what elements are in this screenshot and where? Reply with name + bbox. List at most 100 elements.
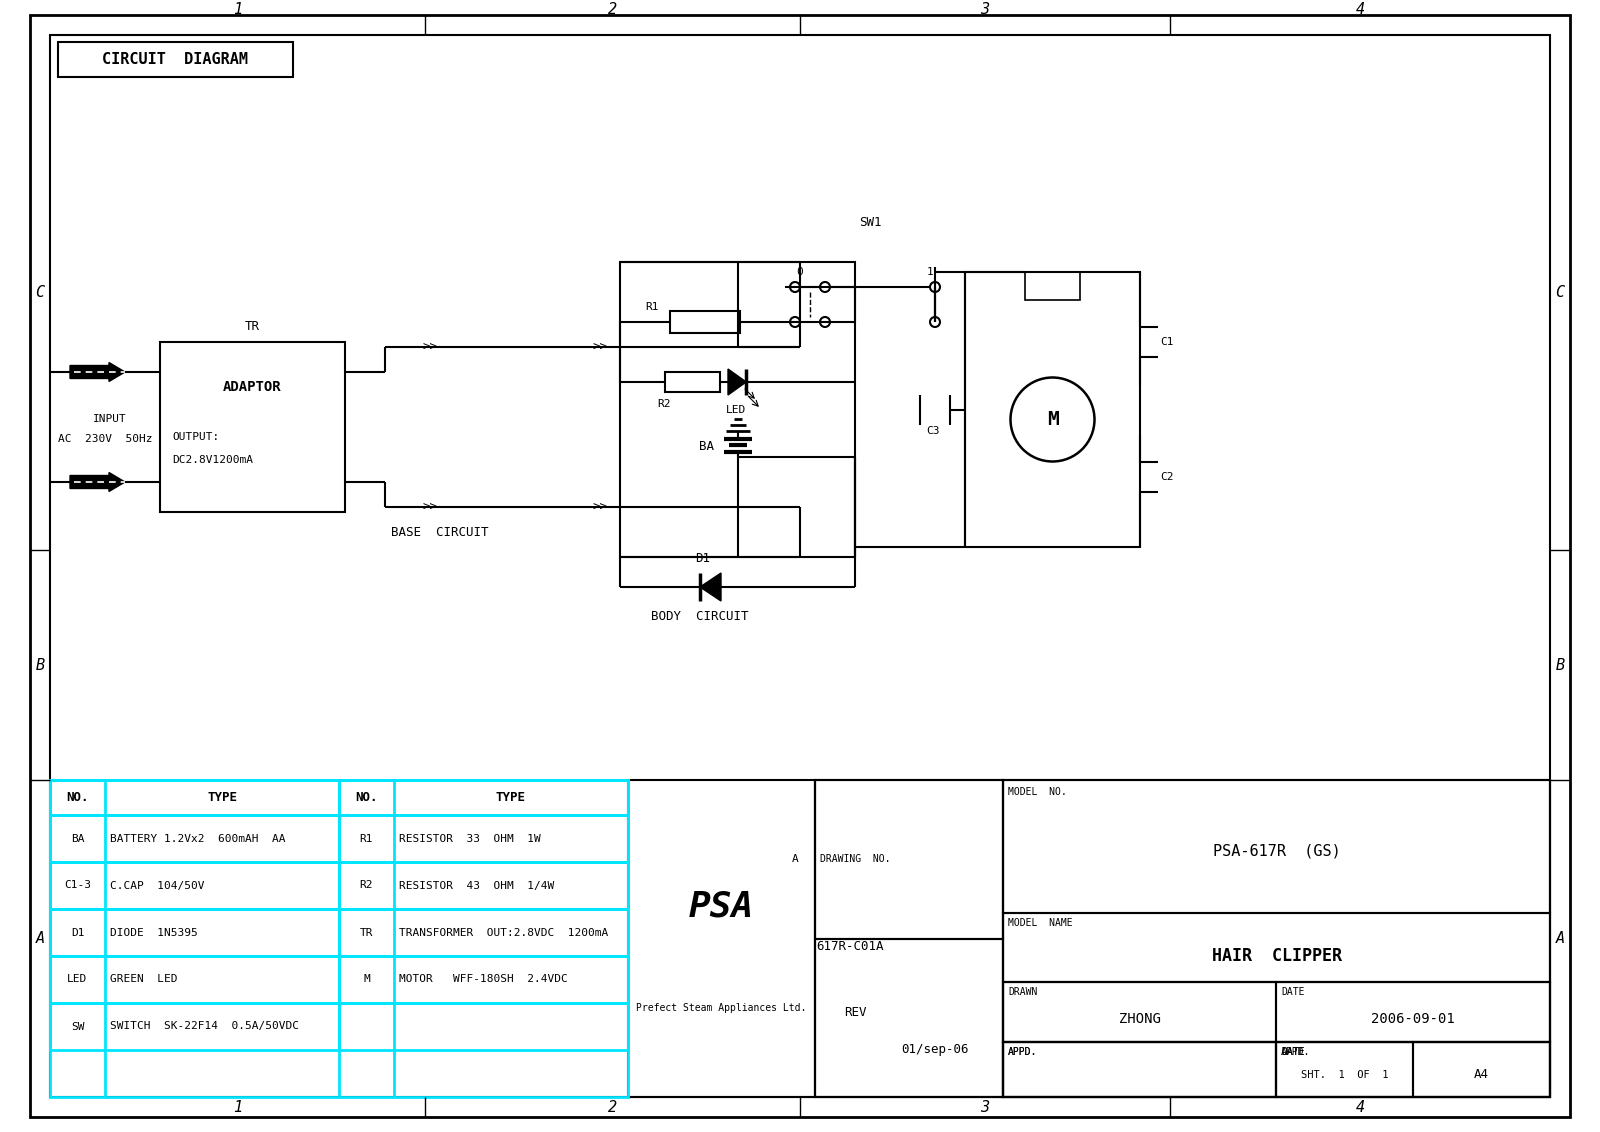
Text: B: B [1555, 658, 1565, 672]
Text: R1: R1 [360, 833, 373, 843]
Bar [160, 342, 346, 512]
Text: NO.: NO. [66, 791, 88, 804]
Polygon shape [728, 369, 746, 395]
Text: D1: D1 [70, 927, 85, 937]
Text: ADAPTOR: ADAPTOR [222, 380, 282, 394]
Text: R1: R1 [645, 302, 659, 312]
Text: M: M [1046, 410, 1058, 429]
Bar [50, 909, 339, 957]
Text: C: C [1555, 285, 1565, 300]
Text: INPUT: INPUT [93, 414, 126, 424]
Text: APPD.: APPD. [1282, 1047, 1310, 1057]
Text: LED: LED [67, 975, 88, 985]
Text: M: M [363, 975, 370, 985]
Text: A: A [792, 855, 798, 864]
Text: 1: 1 [234, 2, 242, 17]
Bar [814, 780, 1003, 1097]
Text: GREEN  LED: GREEN LED [110, 975, 178, 985]
FancyArrow shape [70, 472, 125, 491]
Bar [339, 957, 627, 1003]
Bar [1003, 981, 1550, 1041]
Bar [50, 957, 339, 1003]
Text: SW: SW [70, 1021, 85, 1031]
Text: REV: REV [843, 1006, 866, 1019]
Text: LED: LED [726, 405, 746, 415]
Text: RESISTOR  43  OHM  1/4W: RESISTOR 43 OHM 1/4W [398, 881, 554, 891]
Text: 4: 4 [1355, 2, 1365, 17]
Text: BA: BA [699, 440, 715, 454]
Text: C: C [35, 285, 45, 300]
Bar [1003, 1041, 1277, 1097]
Bar [50, 780, 339, 815]
Text: SHT.  1  OF  1: SHT. 1 OF 1 [1301, 1070, 1389, 1080]
Text: MOTOR   WFF-180SH  2.4VDC: MOTOR WFF-180SH 2.4VDC [398, 975, 568, 985]
Text: A: A [1555, 931, 1565, 946]
Text: DATE: DATE [1282, 987, 1304, 997]
Bar [50, 815, 339, 861]
Text: C1: C1 [1160, 337, 1173, 348]
Text: 1: 1 [926, 267, 933, 277]
Bar [1277, 981, 1550, 1041]
Text: A: A [35, 931, 45, 946]
Text: DRAWING  NO.: DRAWING NO. [819, 855, 891, 864]
Text: B: B [35, 658, 45, 672]
Bar [1003, 780, 1550, 914]
Text: MODEL  NAME: MODEL NAME [1008, 918, 1072, 928]
Bar [50, 861, 339, 909]
Bar [666, 372, 720, 392]
Text: 01/sep-06: 01/sep-06 [901, 1043, 968, 1056]
Text: >>: >> [422, 500, 437, 514]
Text: R2: R2 [360, 881, 373, 891]
Text: SW1: SW1 [859, 215, 882, 229]
Bar [814, 780, 1003, 938]
Text: DATE: DATE [1282, 1047, 1304, 1057]
Text: 2: 2 [608, 2, 618, 17]
Text: C2: C2 [1160, 472, 1173, 482]
Text: C1-3: C1-3 [64, 881, 91, 891]
Text: SWITCH  SK-22F14  0.5A/50VDC: SWITCH SK-22F14 0.5A/50VDC [110, 1021, 299, 1031]
Text: APPD.: APPD. [1008, 1047, 1037, 1057]
FancyArrow shape [70, 362, 125, 381]
Text: APPD.: APPD. [1008, 1047, 1037, 1057]
Text: >>: >> [592, 341, 608, 353]
Text: TYPE: TYPE [496, 791, 526, 804]
Bar [58, 42, 293, 77]
Text: PSA-617R  (GS): PSA-617R (GS) [1213, 844, 1341, 859]
Bar [339, 909, 627, 957]
Text: D1: D1 [694, 552, 710, 566]
Text: A4: A4 [1474, 1069, 1490, 1081]
Bar [1277, 1041, 1413, 1097]
Text: BASE  CIRCUIT: BASE CIRCUIT [392, 525, 488, 539]
Bar [1003, 780, 1550, 1097]
Bar [670, 311, 739, 333]
Bar [1003, 981, 1277, 1041]
Text: 3: 3 [981, 2, 989, 17]
Text: 1: 1 [234, 1100, 242, 1115]
Bar [1277, 1041, 1550, 1097]
Bar [339, 861, 627, 909]
Text: 4: 4 [1355, 1100, 1365, 1115]
Polygon shape [701, 573, 722, 601]
Text: DC2.8V1200mA: DC2.8V1200mA [173, 455, 253, 465]
Bar [621, 261, 854, 557]
Text: CIRCUIT  DIAGRAM: CIRCUIT DIAGRAM [102, 52, 248, 68]
Bar [1003, 1041, 1277, 1097]
Text: 2006-09-01: 2006-09-01 [1371, 1012, 1454, 1027]
Bar [965, 272, 1139, 547]
Text: RESISTOR  33  OHM  1W: RESISTOR 33 OHM 1W [398, 833, 541, 843]
Bar [339, 1003, 627, 1050]
Text: ZHONG: ZHONG [1118, 1012, 1160, 1027]
Bar [1003, 1041, 1550, 1097]
Text: C3: C3 [926, 427, 939, 437]
Text: PSA: PSA [690, 890, 754, 924]
Text: BATTERY 1.2Vx2  600mAH  AA: BATTERY 1.2Vx2 600mAH AA [110, 833, 285, 843]
Text: 0: 0 [797, 267, 803, 277]
Bar [50, 780, 627, 1097]
Text: TR: TR [360, 927, 373, 937]
Text: BA: BA [70, 833, 85, 843]
Bar [339, 815, 627, 861]
Text: TYPE: TYPE [206, 791, 237, 804]
Text: DRAWN: DRAWN [1008, 987, 1037, 997]
Text: >>: >> [592, 500, 608, 514]
Text: 2: 2 [608, 1100, 618, 1115]
